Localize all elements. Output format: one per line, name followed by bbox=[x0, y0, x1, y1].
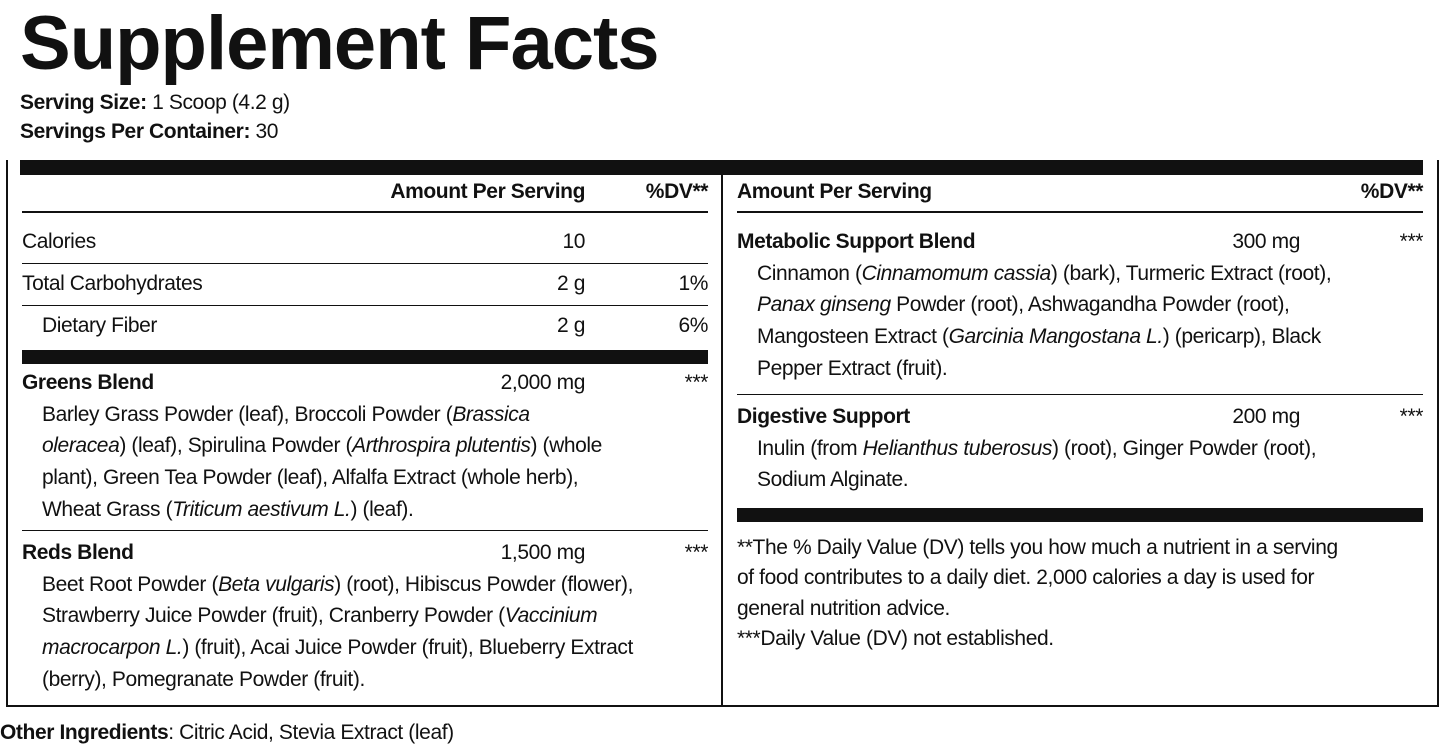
ingredient-text: ) (leaf), Spirulina Powder ( bbox=[119, 434, 353, 458]
ingredient-line: Sodium Alginate. bbox=[757, 467, 909, 493]
blend-dv: *** bbox=[684, 371, 709, 394]
footnote: **The % Daily Value (DV) tells you how m… bbox=[737, 536, 1338, 559]
rule bbox=[22, 211, 708, 213]
ingredient-text: ) (root), Hibiscus Powder (flower), bbox=[334, 572, 633, 596]
footnote: general nutrition advice. bbox=[737, 596, 950, 620]
ingredient-text: ) (leaf). bbox=[350, 497, 414, 521]
blend-amount: 200 mg bbox=[1232, 405, 1300, 428]
ingredient-text: Sodium Alginate. bbox=[757, 468, 909, 492]
header-dv: %DV** bbox=[1360, 180, 1424, 203]
rule bbox=[22, 305, 708, 306]
ingredient-text: Garcinia Mangostana L. bbox=[948, 325, 1164, 349]
ingredient-text: Inulin (from bbox=[757, 436, 863, 460]
ingredient-text: Mangosteen Extract ( bbox=[757, 325, 949, 349]
blend-name: Greens Blend bbox=[22, 371, 154, 394]
ingredient-line: Wheat Grass (Triticum aestivum L.) (leaf… bbox=[42, 497, 414, 523]
ingredient-text: ) (whole bbox=[530, 434, 602, 458]
ingredient-line: Mangosteen Extract (Garcinia Mangostana … bbox=[757, 324, 1321, 350]
blend-name: Reds Blend bbox=[22, 541, 134, 564]
ingredient-text: Strawberry Juice Powder (fruit), Cranber… bbox=[42, 604, 505, 628]
ingredient-line: Beet Root Powder (Beta vulgaris) (root),… bbox=[42, 572, 633, 598]
other-ingredients: Other Ingredients: Citric Acid, Stevia E… bbox=[0, 720, 454, 746]
ingredient-line: Cinnamon (Cinnamomum cassia) (bark), Tur… bbox=[757, 261, 1332, 287]
ingredient-text: (berry), Pomegranate Powder (fruit). bbox=[42, 667, 365, 691]
nutrient-dv: 1% bbox=[678, 272, 708, 295]
nutrient-amount: 2 g bbox=[557, 314, 585, 337]
thick-bar bbox=[737, 508, 1423, 522]
ingredient-text: plant), Green Tea Powder (leaf), Alfalfa… bbox=[42, 466, 579, 490]
ingredient-text: Triticum aestivum L. bbox=[172, 497, 351, 521]
header-amount: Amount Per Serving bbox=[737, 180, 932, 203]
ingredient-text: Cinnamomum cassia bbox=[861, 261, 1052, 285]
ingredient-text: Helianthus tuberosus bbox=[862, 436, 1053, 460]
ingredient-line: oleracea) (leaf), Spirulina Powder (Arth… bbox=[42, 433, 602, 459]
serving-line: Serving Size: 1 Scoop (4.2 g) bbox=[20, 90, 290, 116]
footnote: ***Daily Value (DV) not established. bbox=[737, 626, 1054, 650]
ingredient-text: Beet Root Powder ( bbox=[42, 572, 219, 596]
ingredient-text: Beta vulgaris bbox=[218, 572, 335, 596]
title: Supplement Facts bbox=[20, 1, 660, 86]
thick-bar bbox=[20, 160, 1423, 175]
ingredient-text: Brassica bbox=[452, 402, 530, 426]
ingredient-text: Wheat Grass ( bbox=[42, 497, 173, 521]
ingredient-text: ) (root), Ginger Powder (root), bbox=[1051, 436, 1317, 460]
rule bbox=[22, 530, 708, 531]
header-dv: %DV** bbox=[645, 180, 709, 203]
ingredient-text: Panax ginseng bbox=[757, 293, 891, 317]
serving-label: Servings Per Container: bbox=[20, 120, 251, 143]
blend-dv: *** bbox=[1399, 405, 1424, 428]
border-bottom bbox=[6, 705, 1439, 707]
rule bbox=[737, 211, 1423, 213]
serving-value: 30 bbox=[255, 120, 279, 143]
ingredient-line: Strawberry Juice Powder (fruit), Cranber… bbox=[42, 603, 598, 629]
nutrient-name: Dietary Fiber bbox=[42, 314, 157, 337]
ingredient-line: Barley Grass Powder (leaf), Broccoli Pow… bbox=[42, 402, 530, 428]
rule bbox=[737, 394, 1423, 395]
border-right bbox=[1437, 160, 1439, 707]
ingredient-text: Cinnamon ( bbox=[757, 261, 862, 285]
serving-value: 1 Scoop (4.2 g) bbox=[152, 91, 290, 114]
nutrient-amount: 10 bbox=[562, 230, 585, 253]
ingredient-line: (berry), Pomegranate Powder (fruit). bbox=[42, 667, 365, 693]
serving-label: Serving Size: bbox=[20, 91, 147, 114]
nutrient-dv: 6% bbox=[678, 314, 708, 337]
ingredient-line: macrocarpon L.) (fruit), Acai Juice Powd… bbox=[42, 635, 633, 661]
ingredient-text: Pepper Extract (fruit). bbox=[757, 356, 948, 380]
other-text: : Citric Acid, Stevia Extract (leaf) bbox=[168, 721, 454, 744]
ingredient-line: plant), Green Tea Powder (leaf), Alfalfa… bbox=[42, 465, 579, 491]
blend-amount: 300 mg bbox=[1232, 230, 1300, 253]
other-label: Other Ingredients bbox=[0, 721, 169, 744]
blend-amount: 1,500 mg bbox=[500, 541, 586, 564]
ingredient-line: Inulin (from Helianthus tuberosus) (root… bbox=[757, 436, 1317, 462]
column-divider bbox=[721, 175, 723, 706]
serving-line: Servings Per Container: 30 bbox=[20, 119, 278, 145]
footnote: of food contributes to a daily diet. 2,0… bbox=[737, 566, 1315, 590]
blend-dv: *** bbox=[684, 541, 709, 564]
ingredient-text: ) (pericarp), Black bbox=[1162, 325, 1322, 349]
blend-amount: 2,000 mg bbox=[500, 371, 586, 394]
blend-name: Digestive Support bbox=[737, 405, 910, 428]
ingredient-text: Vaccinium bbox=[504, 604, 598, 628]
thick-bar bbox=[22, 350, 708, 364]
ingredient-text: Arthrospira plutentis bbox=[352, 434, 531, 458]
rule bbox=[22, 263, 708, 264]
ingredient-text: ) (fruit), Acai Juice Powder (fruit), Bl… bbox=[182, 636, 633, 660]
ingredient-text: macrocarpon L. bbox=[42, 636, 183, 660]
ingredient-text: Powder (root), Ashwagandha Powder (root)… bbox=[890, 293, 1290, 317]
ingredient-text: Barley Grass Powder (leaf), Broccoli Pow… bbox=[42, 402, 453, 426]
ingredient-line: Pepper Extract (fruit). bbox=[757, 356, 948, 382]
blend-dv: *** bbox=[1399, 230, 1424, 253]
nutrient-amount: 2 g bbox=[557, 272, 585, 295]
ingredient-text: oleracea bbox=[42, 434, 120, 458]
blend-name: Metabolic Support Blend bbox=[737, 230, 976, 253]
nutrient-name: Total Carbohydrates bbox=[22, 272, 203, 295]
ingredient-text: ) (bark), Turmeric Extract (root), bbox=[1050, 261, 1332, 285]
header-amount: Amount Per Serving bbox=[390, 180, 585, 203]
ingredient-line: Panax ginseng Powder (root), Ashwagandha… bbox=[757, 292, 1290, 318]
nutrient-name: Calories bbox=[22, 230, 96, 253]
border-left bbox=[6, 160, 8, 707]
